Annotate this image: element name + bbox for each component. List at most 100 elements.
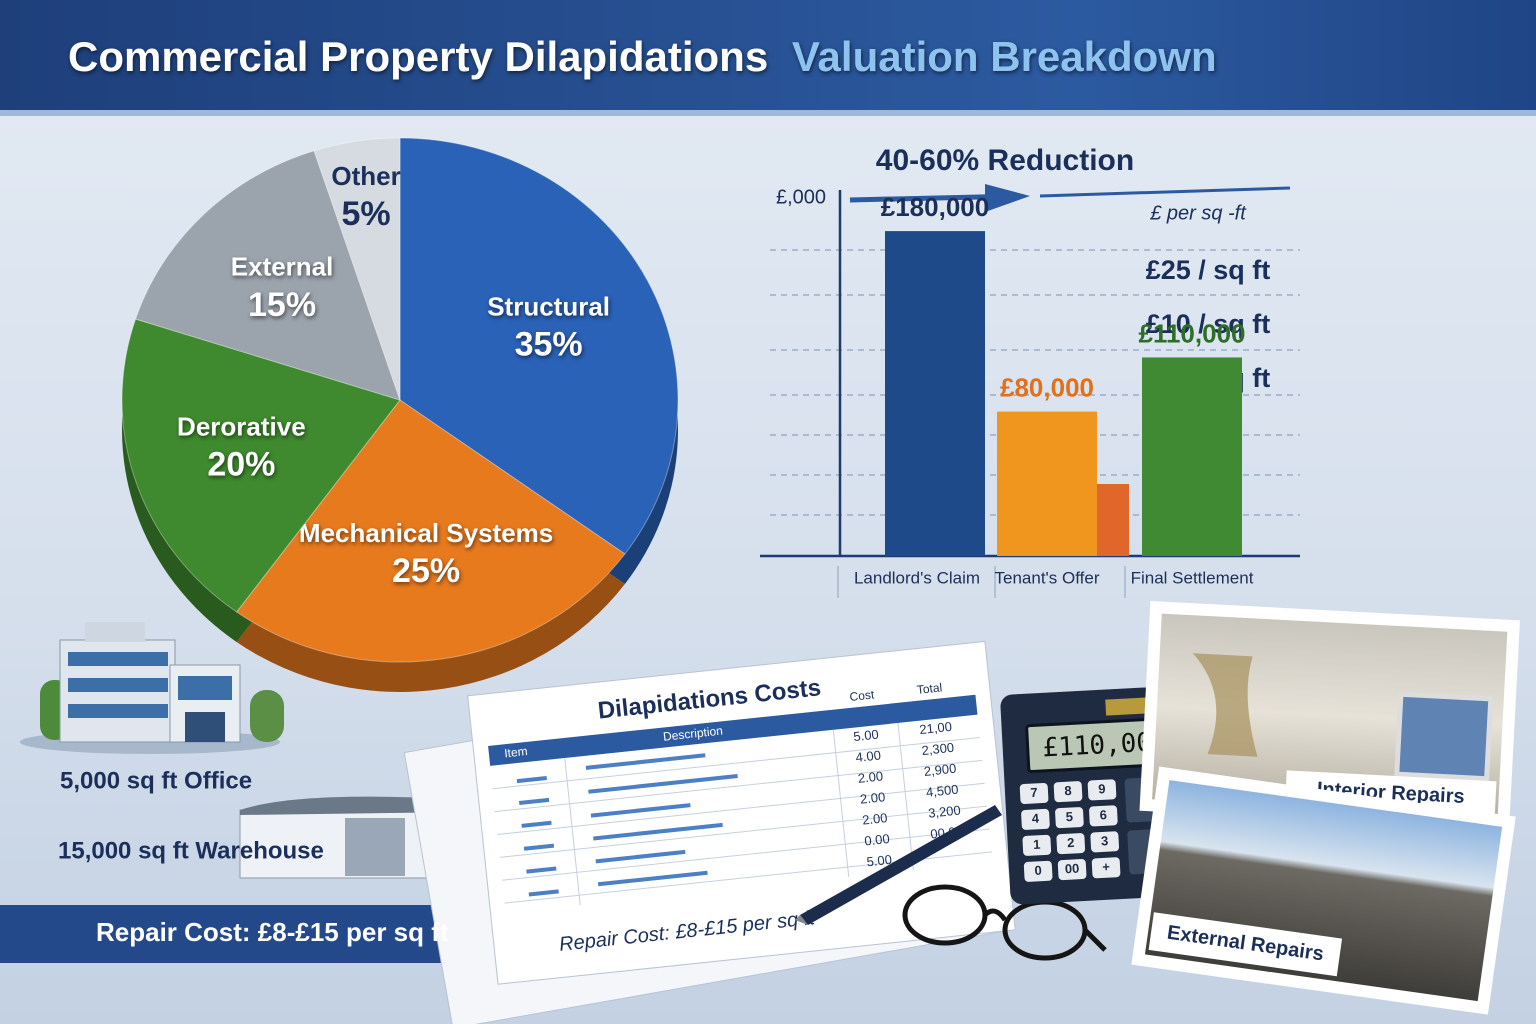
pie-value-label: 20% bbox=[207, 446, 275, 484]
exterior-photo: External Repairs bbox=[1131, 766, 1516, 1015]
placeholder bbox=[521, 820, 552, 828]
calculator-key-label: + bbox=[1102, 859, 1111, 874]
pie-slice bbox=[121, 318, 401, 613]
damp-stain bbox=[1192, 653, 1258, 757]
calculator-key bbox=[1021, 808, 1050, 830]
cost-cell: 4.00 bbox=[855, 747, 882, 765]
rate-header: £ per sq -ft bbox=[1149, 202, 1247, 224]
row-line bbox=[492, 736, 980, 790]
pie-slice bbox=[313, 137, 401, 401]
pie-slice bbox=[399, 137, 679, 555]
placeholder bbox=[528, 889, 559, 897]
pie-label: Derorative bbox=[177, 411, 306, 441]
bar-value-label: £180,000 bbox=[881, 192, 989, 222]
bridge bbox=[983, 908, 1008, 922]
total-cell: 2,900 bbox=[923, 761, 957, 779]
pie-label: Other bbox=[331, 161, 400, 191]
calculator-key-label: 5 bbox=[1065, 809, 1073, 824]
table-rows bbox=[492, 722, 992, 906]
pie-value-label: 35% bbox=[515, 326, 583, 364]
placeholder bbox=[588, 774, 738, 794]
bar bbox=[997, 411, 1097, 556]
pen bbox=[800, 805, 1002, 925]
calculator-key-label: 3 bbox=[1101, 833, 1109, 848]
pie: Structural 35% Mechanical Systems 25% Derora… bbox=[121, 137, 679, 663]
office-top bbox=[85, 622, 145, 642]
placeholder-bars bbox=[516, 753, 738, 897]
window-row bbox=[68, 652, 168, 666]
cost-cell: 0.00 bbox=[864, 831, 891, 849]
office-building bbox=[20, 622, 284, 754]
photo-caption-box bbox=[1148, 912, 1343, 977]
property-label: 5,000 sq ft Office bbox=[60, 767, 252, 794]
window-row bbox=[68, 704, 168, 718]
cost-cell: 2.00 bbox=[857, 768, 884, 786]
entrance bbox=[185, 712, 225, 742]
calculator-key bbox=[1057, 859, 1087, 881]
bar bbox=[885, 231, 985, 556]
x-tick-label: Landlord's Claim bbox=[854, 568, 980, 587]
pie-label: Structural bbox=[487, 292, 610, 322]
window bbox=[1394, 691, 1494, 782]
col-line bbox=[832, 729, 850, 878]
window-row bbox=[68, 678, 168, 692]
calculator-key bbox=[1022, 834, 1052, 856]
total-cell: 3,200 bbox=[927, 802, 961, 820]
annotation: 40-60% Reduction bbox=[876, 144, 1134, 177]
pen-tip bbox=[795, 915, 808, 925]
placeholder bbox=[590, 803, 691, 818]
pie-slice bbox=[134, 150, 401, 401]
calculator-key bbox=[1087, 779, 1117, 801]
row-line bbox=[502, 828, 990, 881]
rate-label: £25 / sq ft bbox=[1146, 255, 1271, 285]
calculator-key-label: 9 bbox=[1098, 781, 1106, 796]
x-tick-label: Tenant's Offer bbox=[995, 568, 1100, 587]
pie-label: External bbox=[231, 252, 334, 282]
calculator-key bbox=[1091, 857, 1121, 879]
table-header-label: Item bbox=[504, 744, 529, 760]
cost-cell: 5.00 bbox=[853, 727, 880, 745]
calculator-key-label: 00 bbox=[1064, 861, 1079, 877]
title: Commercial Property Dilapidations Valuat… bbox=[68, 33, 1217, 80]
title-accent: Valuation Breakdown bbox=[792, 33, 1217, 80]
header-band bbox=[0, 0, 1536, 110]
placeholder bbox=[593, 822, 723, 841]
reduction-line bbox=[1039, 186, 1291, 198]
cost-cell: 5.00 bbox=[866, 852, 893, 870]
pie-value-label: 25% bbox=[392, 552, 460, 590]
calculator-key bbox=[1023, 860, 1053, 882]
title-main: Commercial Property Dilapidations bbox=[68, 33, 768, 80]
placeholder bbox=[597, 870, 708, 887]
row-line bbox=[494, 759, 983, 813]
placeholder bbox=[519, 797, 550, 805]
pie-value-label: 5% bbox=[342, 195, 391, 233]
total-cell: 2,300 bbox=[921, 740, 955, 758]
pie-value-label: 15% bbox=[248, 286, 316, 324]
total-cell: 21,00 bbox=[919, 719, 953, 737]
calculator-key bbox=[1055, 807, 1084, 829]
bar bbox=[1142, 357, 1242, 556]
x-tick-label: Final Settlement bbox=[1131, 568, 1254, 587]
calculator-key-label: 4 bbox=[1031, 811, 1040, 826]
footer-text: Repair Cost: £8-£15 per sq ft bbox=[96, 917, 449, 947]
y-axis-label: £,000 bbox=[776, 186, 826, 208]
table-header-label: Cost bbox=[849, 687, 876, 704]
shutter-door bbox=[345, 818, 405, 876]
calculator-key-label: 6 bbox=[1099, 807, 1107, 822]
col-line bbox=[897, 722, 914, 871]
placeholder bbox=[526, 866, 557, 874]
row-line bbox=[499, 805, 988, 858]
cost-cell: 2.00 bbox=[859, 789, 886, 807]
total-cell: 4,500 bbox=[925, 781, 959, 799]
calculator-key bbox=[1019, 782, 1049, 804]
placeholder bbox=[523, 843, 555, 851]
calculator-key-label: 0 bbox=[1034, 863, 1042, 878]
offer-accent-bar bbox=[1095, 484, 1129, 556]
bar-value-label: £80,000 bbox=[1000, 372, 1094, 402]
row-line bbox=[497, 782, 985, 835]
tree bbox=[250, 690, 284, 742]
col-line bbox=[564, 757, 581, 906]
cost-cell: 2.00 bbox=[861, 810, 888, 828]
calculator-key-label: 2 bbox=[1067, 835, 1075, 850]
